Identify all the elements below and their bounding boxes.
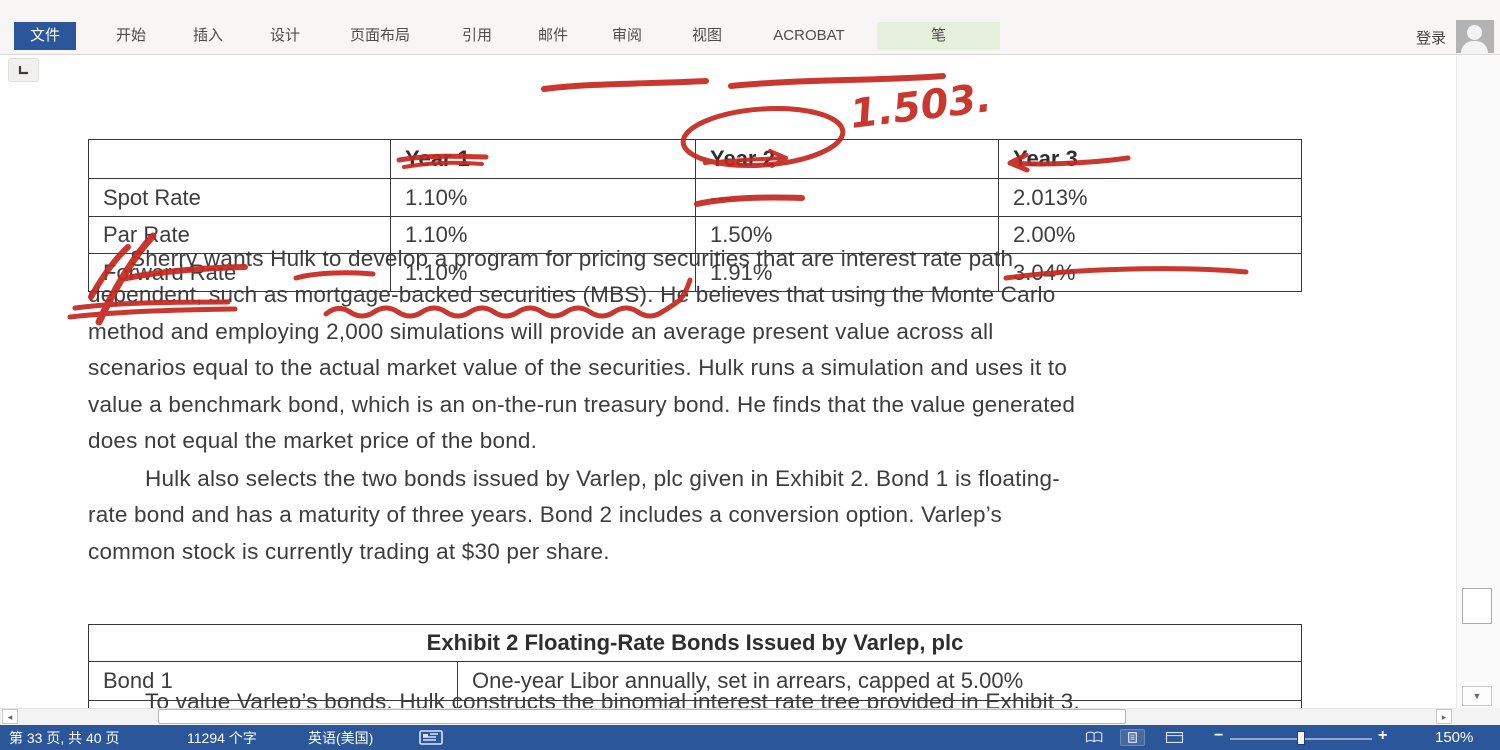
sign-in-button[interactable]: 登录 bbox=[1416, 30, 1447, 47]
document-canvas[interactable]: Year 1 Year 2 Year 3 Spot Rate 1.10% ---… bbox=[0, 56, 1456, 739]
tab-stop-l-icon bbox=[18, 66, 28, 75]
table-row: Bond 1 One-year Libor annually, set in a… bbox=[88, 661, 1303, 701]
tab-mailings[interactable]: 邮件 bbox=[537, 27, 568, 44]
zoom-slider-thumb[interactable] bbox=[1297, 731, 1305, 745]
horizontal-scroll-thumb[interactable] bbox=[158, 709, 1126, 724]
paragraph1-line2[interactable]: dependent, such as mortgage-backed secur… bbox=[88, 282, 1056, 307]
paragraph1-line5[interactable]: value a benchmark bond, which is an on-t… bbox=[88, 392, 1076, 417]
zoom-out-button[interactable]: − bbox=[1214, 727, 1224, 744]
table-row: Year 1 Year 2 Year 3 bbox=[88, 139, 1302, 179]
tab-pen[interactable]: 笔 bbox=[877, 22, 1000, 50]
scroll-left-arrow[interactable]: ◂ bbox=[2, 709, 18, 724]
tab-stop-selector-button[interactable] bbox=[8, 58, 39, 82]
tab-page-layout[interactable]: 页面布局 bbox=[349, 27, 410, 44]
rate-table-header-year2[interactable]: Year 2 bbox=[695, 139, 999, 179]
scrollbar-corner bbox=[1456, 708, 1500, 725]
zoom-level-indicator[interactable]: 150% bbox=[1435, 729, 1474, 746]
language-indicator[interactable]: 英语(美国) bbox=[308, 730, 374, 746]
spot-rate-label[interactable]: Spot Rate bbox=[88, 178, 391, 217]
user-avatar[interactable] bbox=[1456, 20, 1494, 53]
paragraph1-line6[interactable]: does not equal the market price of the b… bbox=[88, 428, 538, 453]
table-row: Par Rate 1.10% 1.50% 2.00% bbox=[88, 216, 1302, 254]
paragraph1-line1[interactable]: Sherry wants Hulk to develop a program f… bbox=[130, 246, 1014, 271]
avatar-person-icon bbox=[1467, 25, 1482, 40]
paragraph2-line3[interactable]: common stock is currently trading at $30… bbox=[88, 539, 610, 564]
tab-file[interactable]: 文件 bbox=[14, 22, 76, 50]
tab-references[interactable]: 引用 bbox=[461, 27, 492, 44]
tab-insert[interactable]: 插入 bbox=[192, 27, 223, 44]
tab-home[interactable]: 开始 bbox=[115, 27, 146, 44]
paragraph2-line1[interactable]: Hulk also selects the two bonds issued b… bbox=[145, 466, 1060, 491]
tab-design[interactable]: 设计 bbox=[269, 27, 300, 44]
zoom-in-button[interactable]: + bbox=[1378, 727, 1388, 744]
bond1-description[interactable]: One-year Libor annually, set in arrears,… bbox=[456, 661, 1303, 701]
table-row: Spot Rate 1.10% --- 2.013% bbox=[88, 178, 1302, 217]
ribbon-bar: 文件 开始 插入 设计 页面布局 引用 邮件 审阅 视图 ACROBAT 笔 登… bbox=[0, 0, 1500, 55]
rate-table-header-year1[interactable]: Year 1 bbox=[390, 139, 696, 179]
vertical-scroll-thumb[interactable] bbox=[1462, 588, 1492, 624]
tab-view[interactable]: 视图 bbox=[691, 27, 722, 44]
paragraph1-line3[interactable]: method and employing 2,000 simulations w… bbox=[88, 319, 994, 344]
scroll-down-arrow[interactable]: ▼ bbox=[1462, 686, 1492, 706]
paragraph1-line4[interactable]: scenarios equal to the actual market val… bbox=[88, 355, 1068, 380]
proofing-keyboard-icon[interactable] bbox=[419, 729, 445, 746]
tab-review[interactable]: 审阅 bbox=[611, 27, 642, 44]
status-bar: 第 33 页, 共 40 页 11294 个字 英语(美国) − + 150% bbox=[0, 725, 1500, 750]
word-count-indicator[interactable]: 11294 个字 bbox=[187, 730, 257, 746]
web-layout-icon[interactable] bbox=[1162, 729, 1187, 746]
page-number-indicator[interactable]: 第 33 页, 共 40 页 bbox=[9, 730, 120, 746]
print-layout-icon[interactable] bbox=[1120, 729, 1145, 746]
read-mode-icon[interactable] bbox=[1082, 729, 1107, 746]
scroll-right-arrow[interactable]: ▸ bbox=[1436, 709, 1452, 724]
exhibit2-table: Exhibit 2 Floating-Rate Bonds Issued by … bbox=[87, 624, 1303, 739]
bond1-label[interactable]: Bond 1 bbox=[88, 661, 458, 701]
paragraph2-line2[interactable]: rate bond and has a maturity of three ye… bbox=[88, 502, 1002, 527]
exhibit2-title[interactable]: Exhibit 2 Floating-Rate Bonds Issued by … bbox=[87, 624, 1303, 662]
table-row: Exhibit 2 Floating-Rate Bonds Issued by … bbox=[87, 624, 1303, 662]
tab-acrobat[interactable]: ACROBAT bbox=[773, 27, 845, 44]
rate-table-header-year3[interactable]: Year 3 bbox=[998, 139, 1302, 179]
